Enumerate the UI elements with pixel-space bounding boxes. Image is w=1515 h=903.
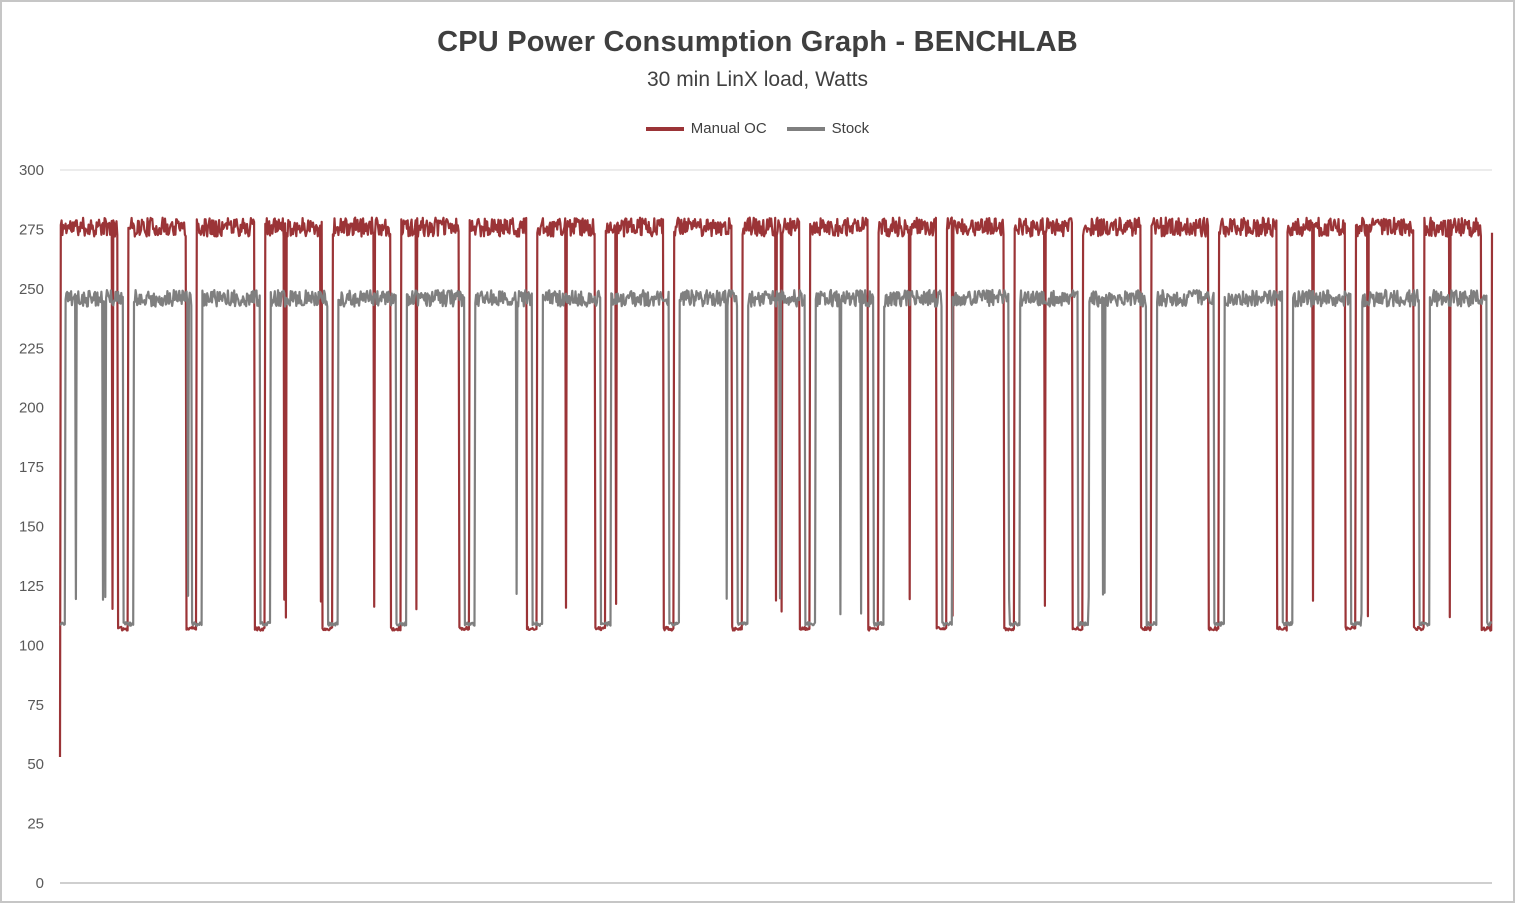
series-line-stock (59, 288, 1493, 627)
series-lines (58, 216, 1494, 758)
y-tick-label: 175 (19, 459, 44, 476)
series-line-manual-oc (58, 216, 1494, 758)
legend-swatch-stock (786, 126, 825, 131)
legend-item-stock: Stock (786, 120, 870, 137)
legend-item-manual-oc: Manual OC (645, 120, 767, 137)
y-axis-tick-labels: 0 25 50 75 100 125 150 175 200 225 250 275 300 (19, 162, 44, 892)
y-tick-label: 50 (27, 756, 44, 773)
y-tick-label: 225 (19, 340, 44, 357)
y-tick-label: 250 (19, 281, 44, 298)
legend-label-manual-oc: Manual OC (690, 120, 767, 137)
legend-swatch-manual-oc (645, 126, 684, 131)
y-tick-label: 0 (36, 875, 44, 892)
y-tick-label: 75 (27, 697, 44, 714)
chart-title: CPU Power Consumption Graph - BENCHLAB (437, 26, 1078, 58)
plot-area: 0 25 50 75 100 125 150 175 200 225 250 275 300 (19, 162, 1494, 892)
y-tick-label: 200 (19, 400, 44, 417)
y-tick-label: 125 (19, 578, 44, 595)
legend: Manual OC Stock (2, 120, 1513, 137)
legend-label-stock: Stock (831, 120, 870, 137)
y-tick-label: 275 (19, 221, 44, 238)
gridlines (60, 169, 1492, 884)
chart-subtitle: 30 min LinX load, Watts (647, 68, 868, 91)
y-tick-label: 150 (19, 519, 44, 536)
y-tick-label: 25 (27, 816, 44, 833)
y-tick-label: 100 (19, 637, 44, 654)
y-tick-label: 300 (19, 162, 44, 179)
